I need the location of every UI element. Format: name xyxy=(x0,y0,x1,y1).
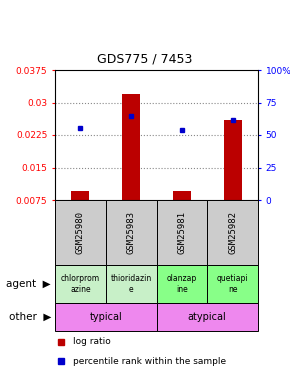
Text: GSM25980: GSM25980 xyxy=(76,211,85,254)
Bar xyxy=(55,265,106,303)
Bar xyxy=(106,265,157,303)
Bar xyxy=(55,303,157,331)
Bar xyxy=(157,265,207,303)
Text: quetiapi
ne: quetiapi ne xyxy=(217,274,249,294)
Text: chlorprom
azine: chlorprom azine xyxy=(61,274,100,294)
Text: atypical: atypical xyxy=(188,312,226,322)
Text: GSM25983: GSM25983 xyxy=(127,211,136,254)
Bar xyxy=(106,200,157,265)
Text: other  ▶: other ▶ xyxy=(9,312,51,322)
Bar xyxy=(224,120,242,200)
Text: GSM25981: GSM25981 xyxy=(177,211,186,254)
Bar xyxy=(173,191,191,200)
Text: olanzap
ine: olanzap ine xyxy=(167,274,197,294)
Text: GSM25982: GSM25982 xyxy=(228,211,237,254)
Bar xyxy=(157,200,207,265)
Bar xyxy=(207,200,258,265)
Text: agent  ▶: agent ▶ xyxy=(6,279,51,289)
Text: typical: typical xyxy=(89,312,122,322)
Bar xyxy=(207,265,258,303)
Text: GDS775 / 7453: GDS775 / 7453 xyxy=(97,53,193,66)
Text: log ratio: log ratio xyxy=(73,337,111,346)
Bar xyxy=(122,94,140,200)
Bar xyxy=(72,191,89,200)
Text: percentile rank within the sample: percentile rank within the sample xyxy=(73,357,226,366)
Text: thioridazin
e: thioridazin e xyxy=(110,274,152,294)
Bar xyxy=(157,303,258,331)
Bar xyxy=(55,200,106,265)
